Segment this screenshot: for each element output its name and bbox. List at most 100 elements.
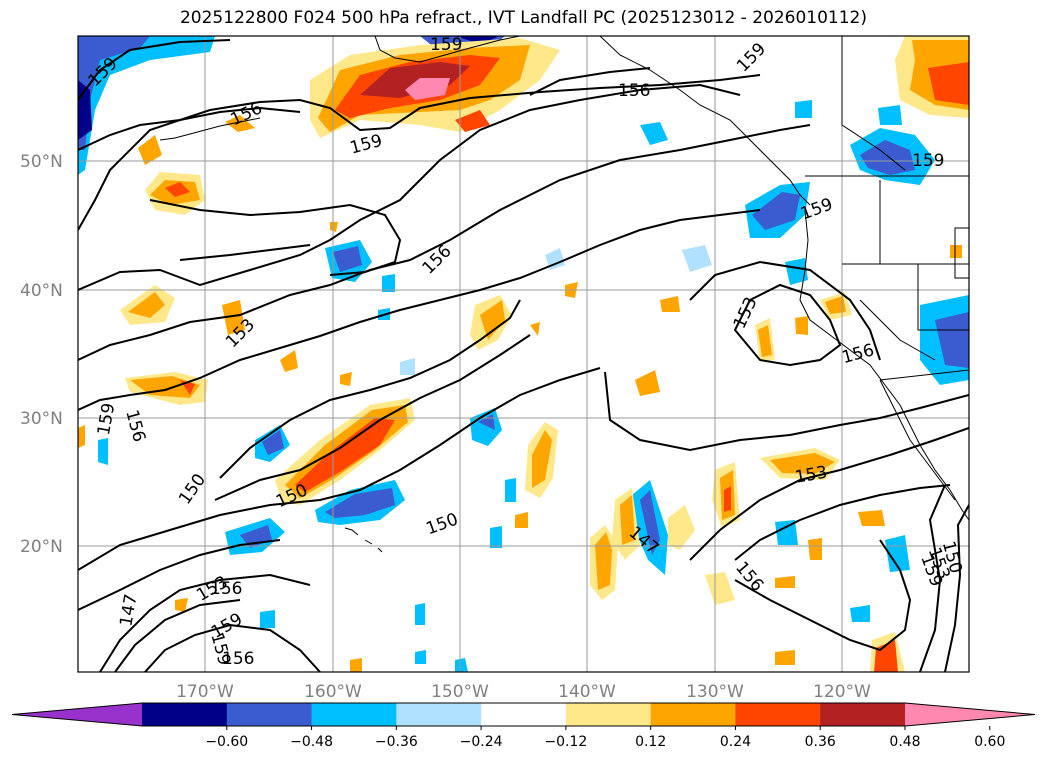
anomaly-patch (415, 603, 425, 625)
border-state (917, 264, 969, 331)
contour-line (144, 623, 321, 672)
height-contours (78, 39, 969, 672)
anomaly-patch (330, 222, 338, 232)
anomaly-patch (635, 370, 660, 396)
contour-line (78, 74, 761, 231)
contour-label: 159 (912, 151, 944, 171)
anomaly-patch (455, 36, 500, 44)
anomaly-patch (545, 248, 565, 270)
anomaly-patch (660, 296, 680, 312)
anomaly-patch (222, 300, 245, 335)
contour-line (734, 484, 951, 561)
coastline-hawaii (344, 527, 383, 553)
border-state (879, 369, 969, 381)
contour-line (733, 283, 842, 367)
anomaly-patch (532, 430, 552, 488)
anomaly-patch (490, 526, 502, 548)
colorbar-tick-label: −0.60 (205, 734, 248, 750)
anomaly-patch (770, 453, 835, 474)
anomaly-patch (758, 325, 772, 357)
anomaly-patch (350, 658, 362, 672)
lon-label: 150°W (431, 682, 489, 702)
anomaly-patch (165, 182, 190, 197)
border-state (859, 299, 936, 361)
anomaly-patch (775, 520, 798, 545)
anomaly-patch (262, 430, 284, 455)
colorbar-segment (650, 703, 736, 726)
lon-label: 140°W (558, 682, 616, 702)
contour-label: 156 (222, 649, 254, 669)
anomaly-patch (640, 490, 660, 555)
lon-label: 160°W (304, 682, 362, 702)
coastlines (159, 36, 969, 553)
anomaly-patch (795, 316, 808, 335)
anomaly-patch (885, 535, 910, 572)
colorbar-segment (820, 703, 906, 726)
anomaly-patch (225, 115, 255, 132)
contour-line (689, 260, 881, 361)
anomaly-patch (775, 650, 795, 665)
colorbar-segment (735, 703, 821, 726)
contour-line (944, 504, 969, 672)
anomaly-patch (78, 425, 85, 448)
lat-label: 20°N (20, 537, 63, 557)
anomaly-patch (858, 510, 885, 526)
contour-line (78, 124, 811, 361)
anomaly-patch (935, 312, 969, 368)
lat-label: 50°N (20, 152, 63, 172)
anomaly-patch (280, 350, 298, 372)
anomaly-patch (928, 62, 969, 105)
anomaly-patch (382, 274, 395, 292)
contour-line (179, 244, 311, 261)
contour-line (214, 334, 531, 501)
contour-label: 159 (430, 35, 462, 55)
anomaly-patch (138, 135, 162, 165)
contour-line (604, 371, 969, 452)
lat-labels: 50°N 40°N 30°N 20°N (20, 152, 63, 557)
anomaly-patch (98, 438, 108, 465)
contour-label: 156 (618, 81, 650, 101)
colorbar-tick-label: 0.60 (974, 734, 1005, 750)
colorbar-extend-low (12, 703, 142, 726)
anomaly-patch (405, 78, 450, 100)
anomaly-patch (850, 605, 870, 622)
coastline-panhandle (599, 36, 811, 206)
contour-line (529, 67, 651, 96)
anomaly-patch (640, 122, 668, 145)
contour-line (919, 484, 946, 672)
anomaly-patch (325, 488, 395, 518)
anomaly-patch (530, 322, 540, 336)
colorbar-tick-label: 0.24 (720, 734, 751, 750)
contour-line (689, 427, 969, 561)
anomaly-patch (78, 36, 215, 175)
colorbar-tick-label: −0.48 (290, 734, 333, 750)
colorbar-tick-label: 0.36 (805, 734, 836, 750)
coastline-west-coast (799, 209, 969, 521)
colorbar-segment (396, 703, 482, 726)
colorbar-tick-label: 0.12 (635, 734, 666, 750)
anomaly-patch (455, 658, 468, 672)
colorbar-segment (481, 703, 567, 726)
colorbar: −0.60 −0.48 −0.36 −0.24 −0.12 0.12 0.24 0.36 0.4… (11, 702, 1036, 750)
anomaly-patch (775, 576, 795, 588)
map-frame (77, 35, 970, 673)
border-state (954, 227, 969, 279)
anomaly-patch (785, 258, 808, 285)
contour-line (78, 83, 741, 291)
anomaly-patch (795, 100, 812, 118)
anomaly-patch (752, 192, 800, 230)
anomaly-patch (620, 495, 635, 545)
colorbar-segment (311, 703, 397, 726)
anomaly-patch (682, 245, 712, 272)
anomaly-patch (400, 358, 415, 375)
anomaly-patch (808, 538, 822, 560)
anomaly-patch (340, 372, 352, 386)
contour-line (78, 209, 761, 411)
anomaly-patch (825, 296, 846, 314)
colorbar-extend-high (905, 703, 1035, 726)
border-yukon (841, 36, 906, 171)
lat-label: 40°N (20, 281, 63, 301)
graticule (78, 36, 969, 672)
contour-line (114, 599, 241, 672)
